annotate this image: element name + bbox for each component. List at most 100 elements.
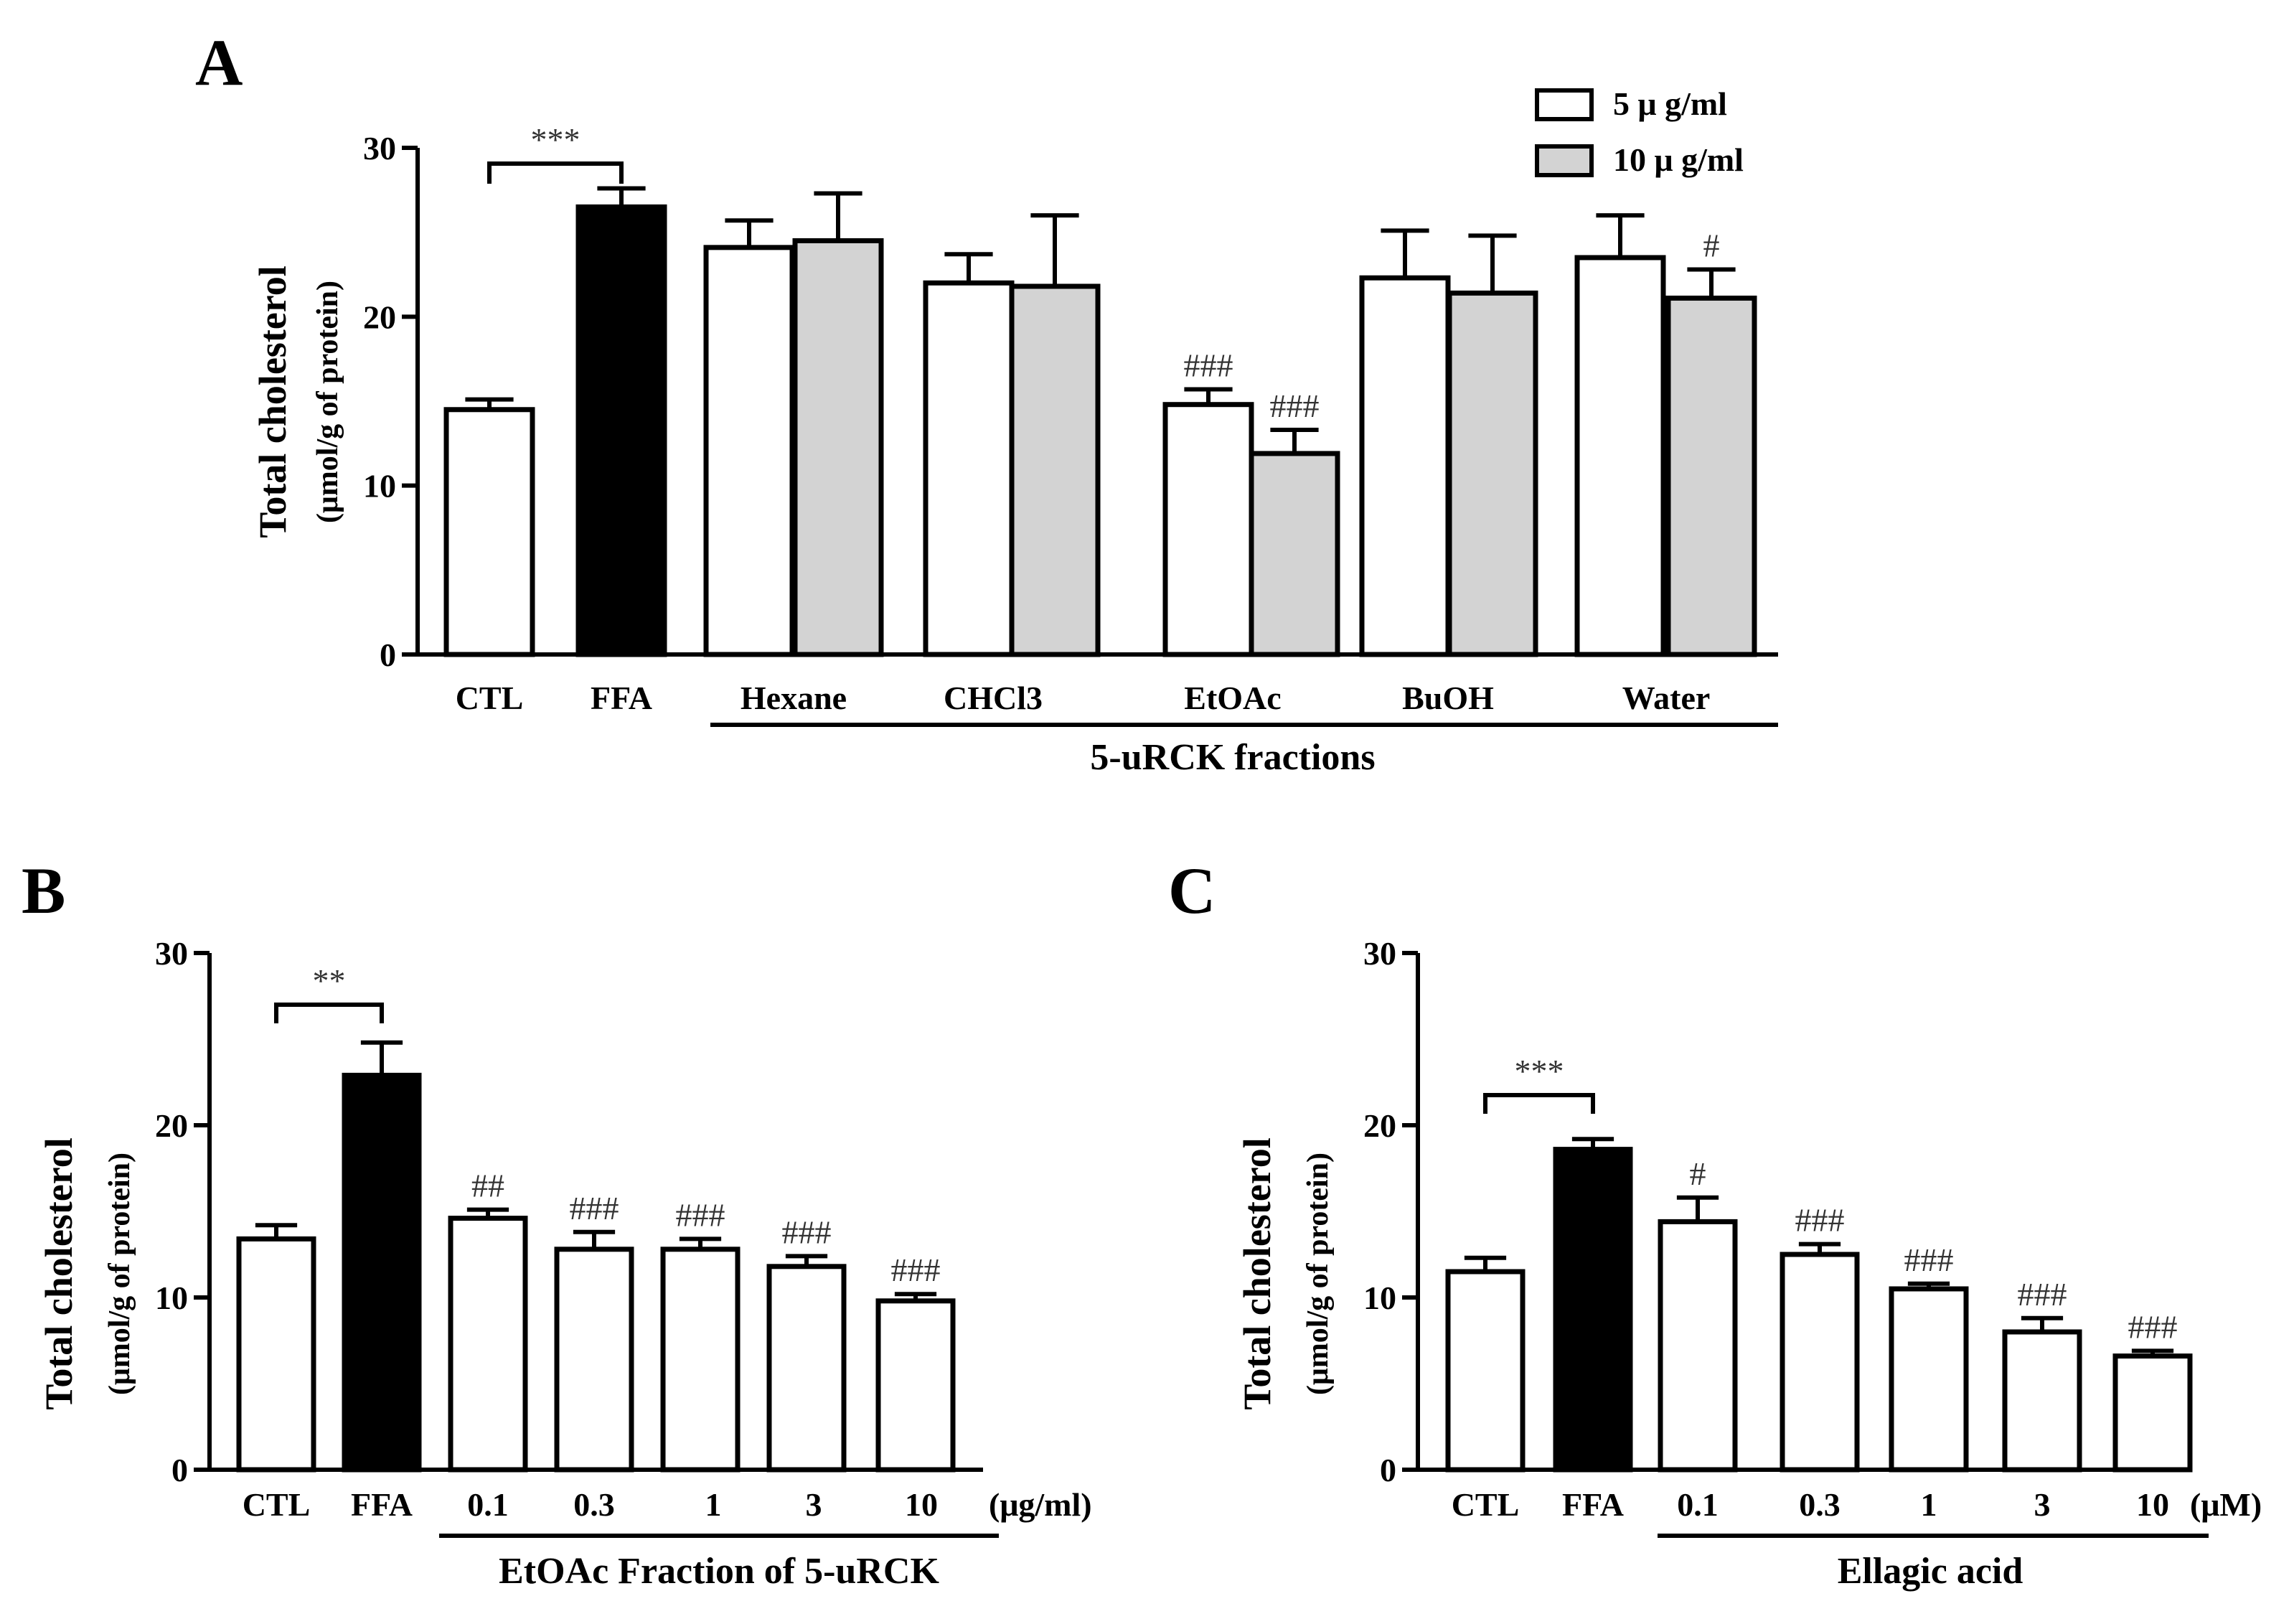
panel-a-bar <box>1574 255 1666 657</box>
panel-b-unit-label: (μg/ml) <box>989 1486 1092 1523</box>
panel-a-y-tick-label: 10 <box>363 468 396 504</box>
panel-c-category-label: FFA <box>1562 1486 1624 1523</box>
panel-b-letter: B <box>22 854 65 927</box>
panel-a-category-label: EtOAc <box>1184 680 1281 716</box>
panel-a-category-label: BuOH <box>1402 680 1494 716</box>
panel-a-group-label: 5-uRCK fractions <box>1090 737 1375 778</box>
panel-a-bar <box>923 280 1015 657</box>
panel-a-significance-mark: ### <box>1184 347 1233 384</box>
panel-a-bar <box>1009 283 1101 657</box>
panel-a-bar <box>1162 402 1254 657</box>
panel-b-category-label: 3 <box>806 1486 822 1523</box>
panel-a-bar <box>792 238 884 657</box>
panel-c-significance-mark: ### <box>2018 1276 2067 1313</box>
panel-b-bar <box>342 1072 422 1473</box>
panel-b-ylabel: Total cholesterol <box>37 1137 80 1409</box>
panel-b-bar <box>875 1298 956 1473</box>
panel-c-bar <box>1780 1252 1860 1473</box>
panel-a-category-label: Hexane <box>741 680 847 716</box>
legend-label-10ug: 10 μ g/ml <box>1613 141 1744 178</box>
panel-c-group-label: Ellagic acid <box>1838 1551 2023 1592</box>
panel-c-y-tick-label: 20 <box>1363 1107 1396 1144</box>
panel-a-bar <box>575 204 667 657</box>
panel-b-bracket-stars: ** <box>313 962 346 999</box>
panel-b-bar <box>448 1216 528 1473</box>
panel-b-y-tick-label: 0 <box>171 1452 188 1488</box>
panel-c-unit-label: (μM) <box>2190 1486 2262 1523</box>
panel-b-category-label: 0.1 <box>467 1486 509 1523</box>
panel-a-bar <box>1665 295 1757 657</box>
panel-c-bars: #############*** <box>1445 1053 2193 1473</box>
panel-b-group-label: EtOAc Fraction of 5-uRCK <box>499 1551 939 1592</box>
panel-a-significance-mark: # <box>1703 227 1720 263</box>
panel-a-bar <box>1359 275 1451 657</box>
panel-b-y-tick-label: 10 <box>155 1280 188 1316</box>
panel-b-category-label: FFA <box>351 1486 413 1523</box>
panel-b-significance-bracket <box>274 1003 384 1023</box>
panel-b-category-labels: CTL FFA 0.1 0.3 1 3 10 (μg/ml) <box>243 1486 1092 1523</box>
panel-b-bars: ##### ### ######** <box>236 962 956 1473</box>
panel-c-significance-mark: ### <box>1904 1242 1954 1278</box>
panel-c-bar <box>1445 1269 1526 1473</box>
panel-b-category-label: 1 <box>705 1486 722 1523</box>
panel-b-ylabel-unit: (μmol/g of protein) <box>103 1153 136 1395</box>
panel-a-y-tick-label: 0 <box>380 637 396 673</box>
panel-c-bar <box>1658 1219 1738 1473</box>
panel-b-significance-mark: ### <box>782 1214 832 1250</box>
panel-c-y-tick-label: 10 <box>1363 1280 1396 1316</box>
panel-a-bar <box>443 407 535 657</box>
legend-label-5ug: 5 μ g/ml <box>1613 85 1727 122</box>
panel-b: B Total cholesterol (μmol/g of protein) … <box>22 854 1092 1592</box>
panel-a-category-label: Water <box>1622 680 1711 716</box>
panel-c-category-label: 10 <box>2136 1486 2169 1523</box>
panel-b-category-label: CTL <box>243 1486 311 1523</box>
panel-b-bar <box>766 1264 847 1473</box>
panel-c-letter: C <box>1168 854 1216 927</box>
panel-a-ylabel: Total cholesterol <box>251 266 294 538</box>
panel-b-bar <box>660 1247 741 1473</box>
panel-a-bar <box>1249 451 1340 657</box>
panel-a-legend: 5 μ g/ml 10 μ g/ml <box>1535 85 1744 178</box>
panel-c-bar <box>2002 1329 2082 1473</box>
panel-a-y-tick-label: 20 <box>363 299 396 335</box>
panel-c-category-label: 3 <box>2034 1486 2051 1523</box>
panel-c-bracket-stars: *** <box>1515 1053 1564 1089</box>
panel-a-bars: #######*** <box>443 121 1757 657</box>
panel-b-significance-mark: ### <box>891 1252 941 1288</box>
panel-a-bracket-stars: *** <box>531 121 580 158</box>
panel-c: C Total cholesterol (μmol/g of protein) … <box>1168 854 2262 1592</box>
panel-c-bar <box>2112 1353 2193 1473</box>
panel-b-category-label: 0.3 <box>573 1486 615 1523</box>
panel-b-significance-mark: ### <box>676 1196 725 1233</box>
panel-b-category-label: 10 <box>905 1486 938 1523</box>
panel-a-category-label: FFA <box>591 680 652 716</box>
panel-c-significance-mark: # <box>1690 1155 1706 1192</box>
panel-a: A Total cholesterol (μmol/g of protein) … <box>195 26 1778 778</box>
panel-c-category-label: 0.1 <box>1677 1486 1719 1523</box>
panel-a-significance-bracket <box>487 161 624 184</box>
panel-a-ylabel-unit: (μmol/g of protein) <box>311 281 344 523</box>
panel-a-category-label: CHCl3 <box>944 680 1043 716</box>
panel-c-significance-mark: ### <box>1795 1202 1845 1239</box>
legend-swatch-5ug <box>1535 88 1594 121</box>
panel-c-y-tick-label: 0 <box>1380 1452 1396 1488</box>
panel-c-category-label: 0.3 <box>1799 1486 1841 1523</box>
legend-swatch-10ug <box>1535 144 1594 177</box>
panel-a-bar <box>1447 290 1538 657</box>
panel-b-y-tick-label: 30 <box>155 935 188 972</box>
panel-c-bar <box>1553 1147 1633 1473</box>
panel-c-significance-bracket <box>1483 1093 1595 1114</box>
panel-c-y-tick-label: 30 <box>1363 935 1396 972</box>
panel-a-letter: A <box>195 26 243 99</box>
panel-c-bar <box>1889 1286 1969 1473</box>
panel-b-significance-mark: ### <box>570 1190 619 1226</box>
panel-c-ylabel: Total cholesterol <box>1236 1137 1279 1409</box>
panel-c-category-labels: CTL FFA 0.1 0.3 1 3 10 (μM) <box>1452 1486 2262 1523</box>
panel-a-y-tick-label: 30 <box>363 130 396 166</box>
panel-a-category-label: CTL <box>456 680 524 716</box>
panel-b-bar <box>554 1247 634 1473</box>
panel-b-significance-mark: ## <box>471 1168 504 1204</box>
panel-c-category-label: 1 <box>1921 1486 1937 1523</box>
panel-c-category-label: CTL <box>1452 1486 1520 1523</box>
